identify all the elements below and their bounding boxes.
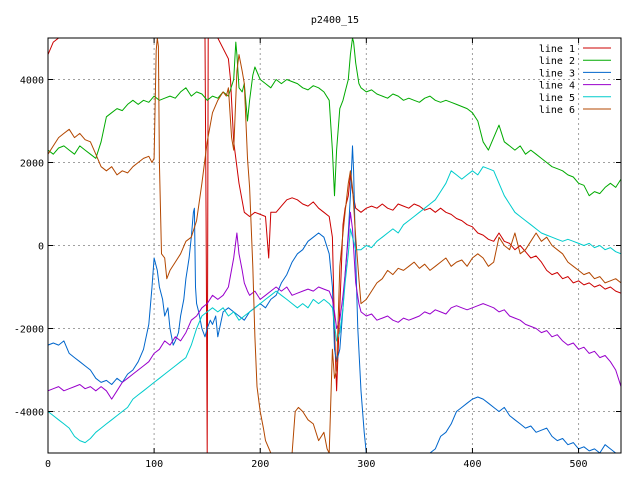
legend-label-4: line 4 bbox=[539, 81, 575, 92]
series-lines bbox=[48, 38, 621, 453]
y-tick-label: -2000 bbox=[14, 325, 44, 336]
series-line-1 bbox=[48, 38, 621, 453]
series-line-6 bbox=[48, 38, 621, 453]
legend-label-2: line 2 bbox=[539, 56, 575, 67]
x-tick-label: 300 bbox=[357, 459, 375, 470]
x-tick-label: 100 bbox=[145, 459, 163, 470]
x-tick-label: 0 bbox=[45, 459, 51, 470]
series-line-2 bbox=[48, 38, 621, 197]
y-tick-label: -4000 bbox=[14, 408, 44, 419]
series-line-5 bbox=[48, 166, 621, 444]
legend-label-5: line 5 bbox=[539, 93, 575, 104]
y-tick-label: 0 bbox=[38, 242, 44, 253]
legend-label-3: line 3 bbox=[539, 68, 575, 79]
x-tick-label: 200 bbox=[251, 459, 269, 470]
grid bbox=[48, 38, 621, 453]
x-tick-label: 500 bbox=[570, 459, 588, 470]
legend-label-1: line 1 bbox=[539, 44, 575, 55]
chart-title: p2400_15 bbox=[311, 15, 359, 26]
y-tick-label: 2000 bbox=[20, 159, 44, 170]
axis-ticks: 0 100 200 300 400 500 -4000 -2000 0 2000 4000 bbox=[14, 38, 621, 470]
x-tick-label: 400 bbox=[463, 459, 481, 470]
series-line-3 bbox=[48, 145, 617, 453]
series-line-4 bbox=[48, 211, 621, 400]
legend-label-6: line 6 bbox=[539, 105, 575, 116]
y-tick-label: 4000 bbox=[20, 76, 44, 87]
